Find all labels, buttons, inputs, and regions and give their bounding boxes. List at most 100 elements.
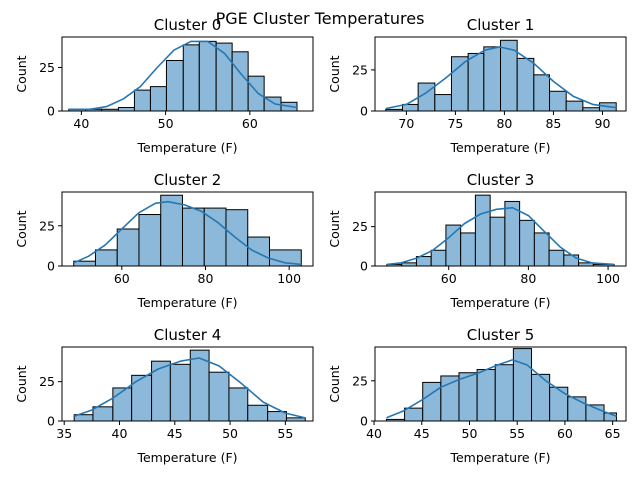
histogram-bar [404, 407, 424, 422]
histogram-bar [198, 40, 217, 112]
panel-title: Cluster 1 [467, 16, 535, 34]
histogram-bar [247, 236, 270, 267]
y-tick-label: 0 [360, 104, 368, 119]
histogram-bar [548, 249, 565, 267]
histogram-bar [519, 219, 535, 267]
y-tick-label: 0 [47, 259, 55, 274]
y-axis-label: Count [327, 55, 342, 92]
y-axis-label: Count [14, 365, 29, 402]
x-tick-label: 40 [73, 116, 89, 131]
histogram-bar [565, 100, 584, 112]
histogram-bar [165, 60, 184, 112]
y-tick-label: 25 [39, 374, 55, 389]
x-tick-label: 75 [447, 116, 463, 131]
histogram-bar [563, 254, 580, 267]
histogram-bar [203, 207, 227, 267]
histogram-bar [533, 74, 551, 112]
histogram-bar [430, 249, 447, 267]
x-tick-label: 50 [222, 426, 238, 441]
histogram-bar [533, 232, 550, 267]
histogram-bar [94, 249, 118, 267]
y-tick-label: 25 [352, 62, 368, 77]
kde-line [386, 359, 617, 419]
panel-title: Cluster 2 [154, 171, 222, 189]
histogram-bar [182, 44, 200, 112]
kde-line [68, 40, 298, 111]
x-tick-label: 90 [595, 116, 611, 131]
x-axis-label: Temperature (F) [136, 295, 237, 310]
histogram-bar [549, 90, 567, 112]
kde-line [73, 357, 306, 419]
x-tick-label: 80 [496, 116, 512, 131]
histogram-bar [117, 107, 135, 112]
histogram-bar [504, 200, 521, 267]
panel-cluster-3: 60 80 100 0 25 Cluster 3 Temperature (F) Count [327, 171, 627, 310]
panel-cluster-0: 40 50 60 0 25 Cluster 0 Temperature (F) Count [14, 16, 314, 155]
axes-frame [374, 191, 627, 267]
histogram-bar [92, 406, 114, 422]
y-tick-label: 25 [39, 60, 55, 75]
histogram-bar [169, 363, 191, 422]
histogram-bar [489, 216, 506, 267]
y-tick-label: 25 [39, 218, 55, 233]
x-axis-label: Temperature (F) [136, 450, 237, 465]
histogram-bar [434, 94, 452, 112]
x-tick-label: 60 [441, 271, 457, 286]
histogram-bar [116, 228, 140, 267]
histogram-bar [247, 75, 265, 112]
x-tick-label: 70 [398, 116, 414, 131]
x-tick-label: 100 [277, 271, 301, 286]
x-axis-label: Temperature (F) [136, 140, 237, 155]
y-tick-label: 0 [360, 414, 368, 429]
x-tick-label: 40 [112, 426, 128, 441]
axes-frame [374, 346, 627, 422]
x-tick-label: 100 [596, 271, 620, 286]
kde-line [73, 200, 302, 266]
x-tick-label: 60 [242, 116, 258, 131]
x-tick-label: 40 [366, 426, 382, 441]
axes-frame [374, 36, 627, 112]
histogram-bar [458, 372, 478, 422]
panel-title: Cluster 0 [154, 16, 222, 34]
histogram-bar [467, 52, 485, 112]
panel-cluster-5: 40 45 50 55 60 65 0 25 Cluster 5 Temperature (F) C… [327, 326, 627, 465]
kde-line [385, 46, 617, 110]
x-tick-label: 45 [167, 426, 183, 441]
y-tick-label: 25 [352, 373, 368, 388]
histogram-bar [151, 360, 171, 422]
x-tick-label: 55 [509, 426, 525, 441]
x-tick-label: 85 [545, 116, 561, 131]
x-axis-label: Temperature (F) [449, 295, 550, 310]
y-axis-label: Count [327, 365, 342, 402]
histogram-bar [231, 51, 249, 112]
y-tick-label: 0 [47, 414, 55, 429]
x-tick-label: 35 [56, 426, 72, 441]
panel-cluster-1: 70 75 80 85 90 0 25 Cluster 1 Temperature (F) Cou… [327, 16, 627, 155]
histogram-bar [133, 89, 151, 112]
histogram-bar [181, 207, 205, 267]
y-tick-label: 0 [360, 259, 368, 274]
histogram-bar [450, 56, 469, 112]
panel-cluster-4: 35 40 45 50 55 0 25 Cluster 4 Temperature (F) Cou… [14, 326, 314, 465]
panel-title: Cluster 5 [467, 326, 535, 344]
kde-line [386, 206, 615, 266]
histogram-bar [474, 194, 491, 267]
y-axis-label: Count [14, 210, 29, 247]
x-tick-label: 50 [158, 116, 174, 131]
y-axis-label: Count [14, 55, 29, 92]
histogram-bar [549, 386, 569, 422]
histogram-bar [445, 224, 462, 267]
histogram-bar [160, 194, 183, 267]
x-tick-label: 45 [414, 426, 430, 441]
histogram-bar [112, 387, 133, 422]
axes-frame [61, 346, 314, 422]
histogram-bar [460, 232, 476, 267]
x-tick-label: 80 [198, 271, 214, 286]
axes-frame [61, 191, 314, 267]
histogram-bar [247, 404, 269, 422]
histogram-bar [208, 371, 230, 422]
x-tick-label: 80 [520, 271, 536, 286]
x-tick-label: 50 [462, 426, 478, 441]
panel-title: Cluster 3 [467, 171, 535, 189]
axes-frame [61, 36, 314, 112]
